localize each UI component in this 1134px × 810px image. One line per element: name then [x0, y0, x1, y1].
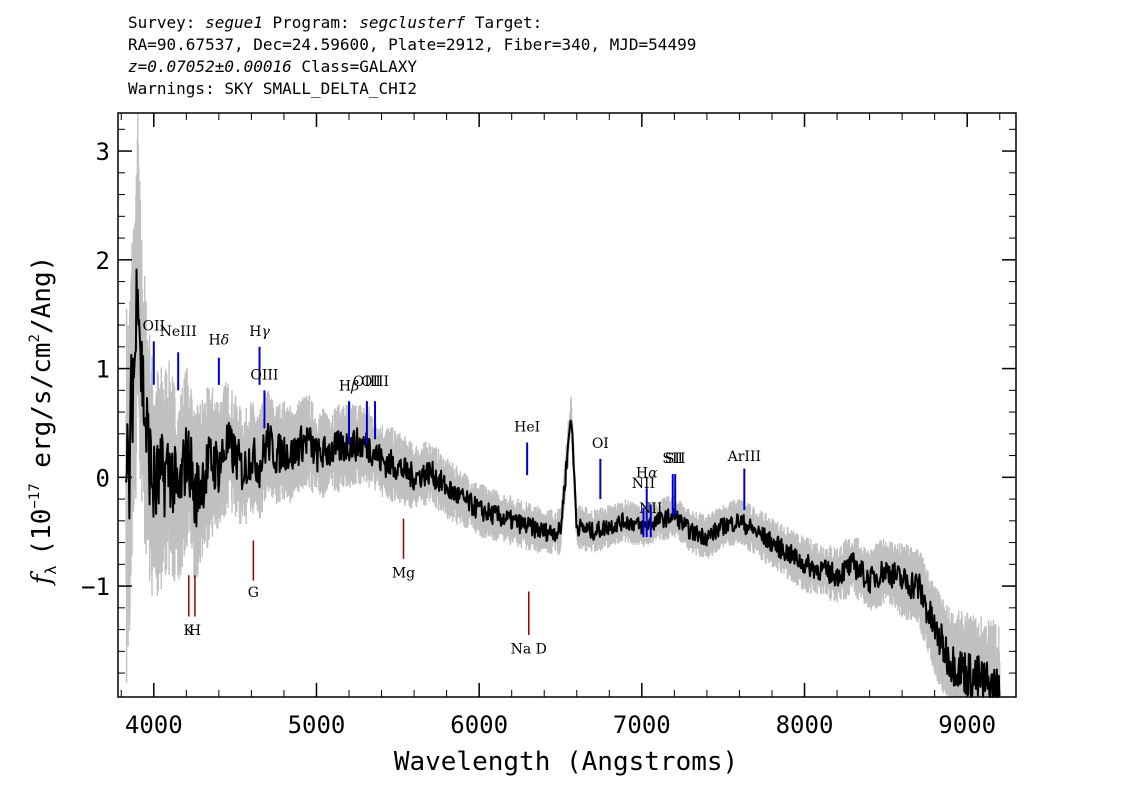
class-value: Class=GALAXY: [301, 57, 417, 76]
target-label: Target:: [474, 13, 543, 32]
y-tick-label: 1: [96, 356, 110, 384]
emission-line-label: ArIII: [727, 449, 761, 465]
emission-line-label: Hα: [636, 465, 658, 481]
emission-line-label: Hγ: [249, 324, 270, 340]
absorption-line-label: H: [189, 623, 201, 639]
redshift-value: z=0.07052±0.00016: [128, 57, 292, 76]
emission-line-label: HeI: [514, 420, 540, 436]
emission-line-label: NII: [639, 501, 662, 517]
x-tick-label: 6000: [450, 711, 508, 739]
axes-layer: 4000 5000 6000 7000 8000 9000 −1 0 1 2 3: [81, 113, 1016, 739]
absorption-line-label: Mg: [392, 565, 415, 581]
emission-line-label: Hβ: [339, 378, 359, 394]
emission-line-label: NII: [632, 476, 655, 492]
spectral-line-layer: OIINeIIIHδHγOIIIHβOIIIOIIIHeIOINIIHαNIIS…: [143, 319, 762, 658]
header-redshift-line: z=0.07052±0.00016 Class=GALAXY: [128, 56, 696, 78]
x-tick-label: 8000: [776, 711, 834, 739]
emission-line-label: Hδ: [209, 333, 230, 349]
plot-frame: [117, 112, 1017, 698]
error-band-layer: [125, 113, 1001, 697]
header-coords-line: RA=90.67537, Dec=24.59600, Plate=2912, F…: [128, 35, 697, 54]
emission-line-label: OIII: [353, 374, 381, 390]
y-tick-label: 2: [96, 247, 110, 275]
header-warnings-line: Warnings: SKY SMALL_DELTA_CHI2: [128, 79, 417, 98]
program-label: Program:: [272, 13, 350, 32]
survey-value: segue1: [205, 13, 263, 32]
emission-line-label: SII: [662, 451, 683, 467]
x-tick-label: 7000: [613, 711, 671, 739]
flux-layer: [125, 268, 1001, 698]
y-axis-label: fλ(10−17 erg/s/cm2/Ang): [27, 256, 60, 587]
flux-line: [125, 268, 1001, 698]
emission-line-label: OI: [592, 436, 609, 452]
absorption-line-label: G: [248, 585, 259, 601]
absorption-line-label: Na D: [511, 641, 547, 657]
emission-line-label: SII: [665, 451, 686, 467]
absorption-line-label: K: [184, 623, 195, 639]
x-tick-label: 9000: [938, 711, 996, 739]
x-tick-label: 5000: [288, 711, 346, 739]
y-tick-label: 3: [96, 138, 110, 166]
program-value: segclusterf: [359, 13, 466, 32]
emission-line-label: OII: [143, 319, 166, 335]
y-tick-label: −1: [81, 573, 110, 601]
spectrum-header: Survey: segue1 Program: segclusterf Targ…: [128, 12, 696, 100]
emission-line-label: NeIII: [160, 324, 197, 340]
emission-line-label: OIII: [361, 374, 389, 390]
header-survey-line: Survey: segue1 Program: segclusterf Targ…: [128, 12, 696, 34]
x-axis-label: Wavelength (Angstroms): [394, 747, 738, 777]
x-tick-label: 4000: [125, 711, 183, 739]
emission-line-label: OIII: [250, 367, 278, 383]
y-tick-label: 0: [96, 464, 110, 492]
error-band: [125, 113, 1001, 697]
survey-label: Survey:: [128, 13, 196, 32]
